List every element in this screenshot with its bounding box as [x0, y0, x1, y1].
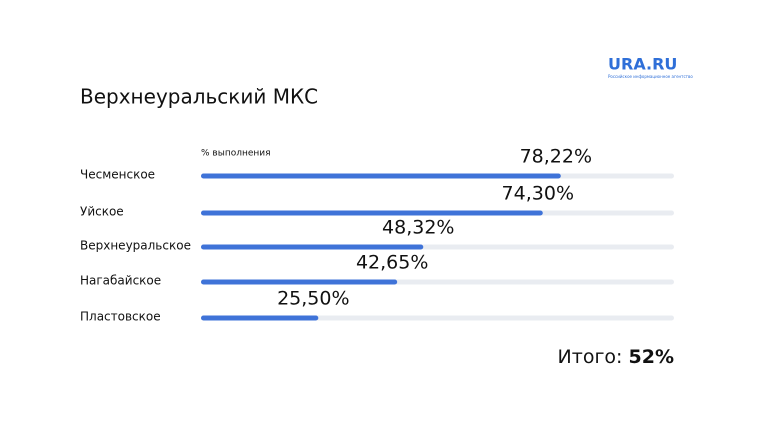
category-label: Верхнеуральское [80, 239, 191, 253]
category-label: Уйское [80, 205, 124, 219]
axis-label: % выполнения [201, 149, 271, 159]
chart-title: Верхнеуральский МКС [80, 85, 318, 109]
bar [201, 173, 561, 179]
bar [201, 210, 543, 216]
bar [201, 279, 398, 285]
value-label: 74,30% [502, 183, 574, 205]
total-value: 52% [629, 346, 674, 368]
bar [201, 244, 424, 250]
logo: URA.RU [608, 55, 677, 74]
total: Итого: 52% [558, 346, 674, 368]
total-label: Итого: [558, 346, 623, 368]
bar [201, 315, 319, 321]
category-label: Нагабайское [80, 274, 161, 288]
value-label: 48,32% [382, 217, 454, 239]
category-label: Чесменское [80, 168, 155, 182]
category-label: Пластовское [80, 310, 161, 324]
logo-subtitle: Российское информационное агентство [608, 74, 693, 79]
value-label: 42,65% [356, 252, 428, 274]
track [201, 315, 674, 321]
value-label: 78,22% [520, 146, 592, 168]
value-label: 25,50% [277, 288, 349, 310]
